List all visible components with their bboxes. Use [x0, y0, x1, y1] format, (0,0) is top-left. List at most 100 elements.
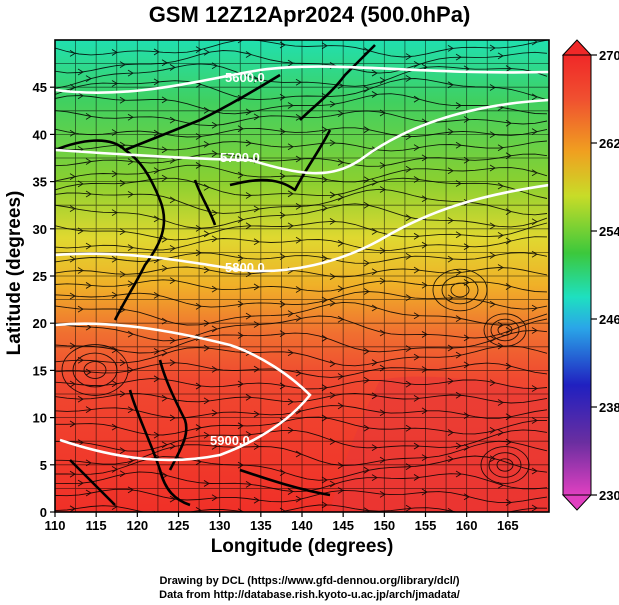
wind-arrow	[77, 479, 84, 487]
wind-arrow	[211, 325, 218, 333]
wind-arrow	[505, 283, 512, 290]
wind-arrow	[153, 431, 160, 439]
wind-arrow	[111, 170, 118, 178]
wind-arrow	[287, 398, 294, 406]
wind-arrow	[111, 466, 118, 473]
wind-arrow	[245, 312, 252, 320]
wind-arrow	[153, 375, 160, 383]
wind-arrow	[85, 282, 92, 289]
wind-arrow	[237, 300, 244, 308]
wind-arrow	[127, 330, 134, 338]
wind-arrow	[363, 201, 370, 209]
wind-arrow	[111, 423, 118, 431]
wind-arrow	[405, 133, 412, 141]
wind-arrow	[153, 215, 160, 223]
wind-arrow	[245, 431, 252, 438]
wind-arrow	[531, 504, 538, 512]
wind-arrow	[321, 204, 328, 212]
wind-arrow	[363, 176, 370, 184]
y-tick-label: 5	[40, 458, 47, 473]
wind-arrow	[119, 270, 126, 278]
x-tick-label: 165	[497, 518, 519, 533]
wind-arrow	[253, 113, 260, 121]
wind-arrow	[447, 44, 454, 52]
wind-arrow	[447, 377, 454, 385]
wind-arrow	[447, 217, 454, 224]
wind-arrow	[77, 439, 84, 446]
streamline	[55, 362, 548, 378]
streamline	[55, 40, 548, 58]
eddy-streamline	[432, 268, 488, 312]
streamline	[55, 392, 548, 404]
wind-arrow	[279, 469, 286, 477]
wind-arrow	[505, 119, 512, 127]
wind-arrow	[253, 496, 260, 504]
streamline	[55, 93, 548, 115]
wind-arrow	[85, 368, 92, 376]
wind-arrow	[69, 420, 76, 428]
wind-arrow	[253, 283, 260, 291]
wind-arrow	[497, 429, 504, 437]
streamline	[55, 63, 548, 89]
streamline	[55, 153, 548, 167]
wind-arrow	[531, 327, 538, 334]
wind-arrow	[127, 190, 134, 198]
wind-arrow	[69, 380, 76, 388]
wind-arrow	[169, 442, 176, 450]
contour-line	[55, 183, 549, 273]
wind-arrow	[245, 480, 252, 488]
eddy-streamline	[496, 458, 514, 472]
wind-arrow	[287, 426, 294, 434]
streamline	[55, 164, 548, 183]
wind-arrow	[447, 81, 454, 89]
streamline	[55, 127, 548, 138]
wind-arrow	[371, 359, 378, 367]
wind-arrow	[371, 392, 378, 400]
wind-arrow	[497, 52, 504, 60]
y-tick-label: 10	[33, 411, 47, 426]
wind-arrow	[371, 444, 378, 451]
wind-arrow	[203, 183, 210, 191]
wind-arrow	[379, 186, 386, 193]
wind-arrow	[371, 179, 378, 186]
wind-arrow	[455, 180, 462, 187]
wind-arrow	[111, 291, 118, 299]
wind-arrow	[279, 507, 286, 512]
wind-arrow	[111, 380, 118, 388]
wind-arrow	[127, 280, 134, 288]
wind-arrow	[169, 414, 176, 422]
wind-arrow	[161, 265, 168, 272]
wind-arrow	[531, 128, 538, 136]
wind-arrow	[489, 44, 496, 52]
wind-arrow	[85, 242, 92, 250]
wind-arrow	[77, 395, 84, 403]
wind-arrow	[295, 314, 302, 322]
wind-arrow	[211, 150, 218, 158]
wind-arrow	[77, 92, 84, 100]
wind-arrow	[405, 424, 412, 432]
wind-arrow	[127, 486, 134, 494]
wind-arrow	[203, 319, 210, 327]
y-tick-label: 45	[33, 80, 47, 95]
wind-arrow	[371, 268, 378, 276]
wind-arrow	[77, 227, 84, 235]
wind-arrow	[69, 292, 76, 300]
streamline	[55, 177, 548, 199]
streamline	[55, 378, 548, 390]
wind-arrow	[405, 165, 412, 173]
wind-arrow	[337, 373, 344, 380]
wind-arrow	[505, 208, 512, 215]
wind-arrow	[77, 305, 84, 313]
wind-arrow	[489, 300, 496, 308]
wind-arrow	[489, 222, 496, 230]
wind-arrow	[363, 259, 370, 267]
wind-arrow	[119, 390, 126, 398]
wind-arrow	[363, 126, 370, 134]
contour-label: 5600.0	[225, 70, 265, 85]
wind-arrow	[111, 255, 118, 263]
wind-arrow	[253, 321, 260, 328]
wind-arrow	[237, 216, 244, 224]
contour-line	[55, 98, 549, 175]
wind-arrow	[421, 241, 428, 249]
